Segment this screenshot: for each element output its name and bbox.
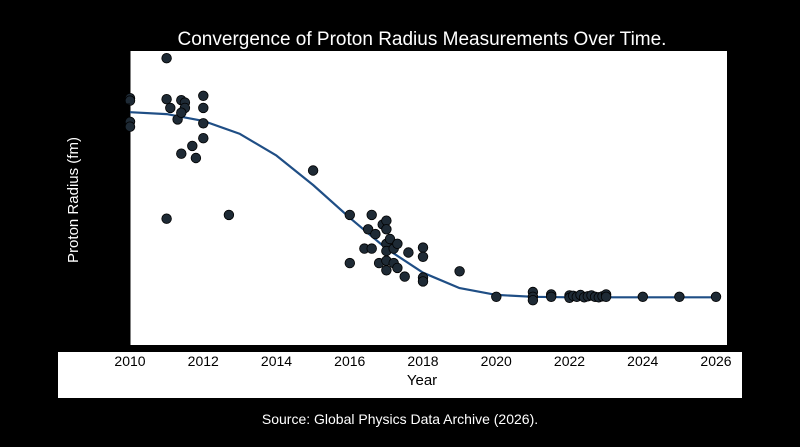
data-point	[362, 224, 374, 235]
data-point	[403, 247, 414, 258]
data-point	[381, 215, 392, 226]
points-layer	[124, 53, 722, 306]
data-point	[710, 291, 722, 303]
x-tick-label: 2018	[407, 353, 438, 369]
xaxis-band	[58, 352, 742, 398]
data-point	[491, 291, 502, 303]
data-point	[546, 291, 557, 303]
data-point	[223, 209, 235, 221]
data-point	[637, 291, 649, 303]
data-point	[161, 53, 172, 64]
y-tick-label: 0.89	[95, 48, 122, 64]
x-tick-label: 2020	[481, 353, 512, 369]
x-tick-label: 2010	[114, 353, 145, 369]
data-point	[674, 291, 685, 303]
data-point	[384, 233, 396, 245]
data-point	[176, 107, 187, 118]
data-point	[344, 257, 356, 269]
data-point	[366, 209, 377, 221]
y-tick-label: 0.87	[95, 144, 122, 160]
x-tick-label: 2024	[627, 353, 658, 369]
y-tick-label: 0.88	[95, 96, 122, 112]
x-tick-label: 2016	[334, 353, 365, 369]
data-point	[165, 102, 176, 114]
data-point	[124, 95, 136, 106]
y-axis-label: Proton Radius (fm)	[65, 137, 82, 263]
y-tick-label: 0.84	[95, 289, 122, 305]
data-point	[454, 266, 465, 277]
data-point	[381, 224, 392, 235]
x-tick-label: 2022	[554, 353, 585, 369]
plot-area	[130, 51, 727, 345]
data-point	[399, 271, 410, 282]
data-point	[392, 262, 403, 274]
x-axis-label: Year	[407, 372, 437, 389]
data-point	[307, 165, 319, 176]
data-point	[370, 228, 381, 240]
data-point	[417, 242, 429, 253]
data-point	[417, 251, 429, 262]
ticks-layer: 0.83 0.84 0.85 0.86 0.87 0.88 0.89 2010 2012 2014…	[95, 48, 732, 369]
data-point	[527, 295, 539, 306]
data-point	[187, 140, 198, 152]
data-point	[600, 291, 612, 303]
source-note: Source: Global Physics Data Archive (202…	[262, 411, 538, 427]
data-point	[366, 243, 377, 254]
chart-title: Convergence of Proton Radius Measurement…	[178, 29, 667, 50]
y-tick-label: 0.86	[95, 192, 122, 208]
data-point	[198, 102, 209, 114]
data-point	[161, 213, 172, 224]
data-point	[381, 265, 392, 276]
data-point	[190, 152, 202, 164]
data-point	[198, 132, 209, 144]
y-tick-label: 0.85	[95, 241, 122, 257]
data-point	[198, 90, 209, 102]
y-tick-label: 0.83	[95, 337, 122, 353]
data-point	[417, 276, 429, 287]
data-point	[198, 118, 209, 129]
x-tick-label: 2014	[261, 353, 292, 369]
x-tick-label: 2012	[188, 353, 219, 369]
data-point	[124, 121, 136, 132]
data-point	[176, 148, 187, 159]
data-point	[344, 209, 356, 221]
data-point	[392, 238, 403, 250]
data-point	[161, 93, 172, 105]
x-tick-label: 2026	[700, 353, 731, 369]
